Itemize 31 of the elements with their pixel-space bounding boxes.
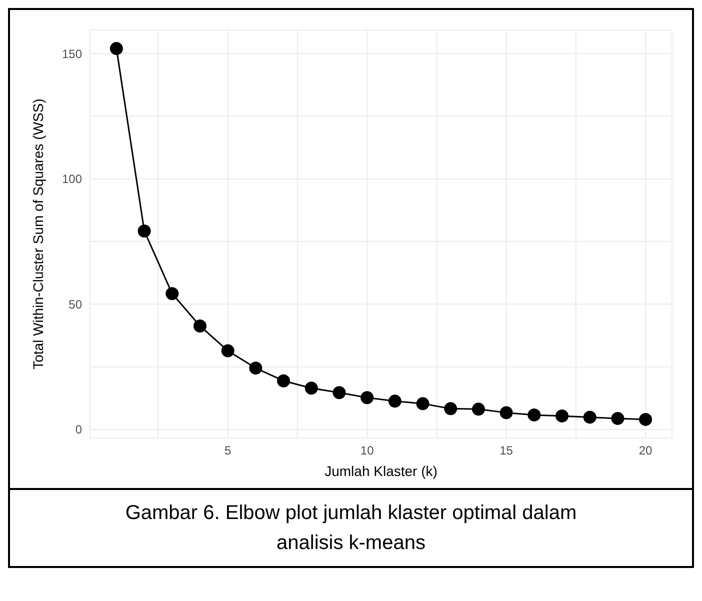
- x-tick-label: 10: [360, 444, 374, 458]
- point: [388, 394, 402, 408]
- y-tick-label: 50: [68, 297, 82, 312]
- point: [528, 408, 541, 422]
- point: [360, 391, 374, 404]
- y-tick-label: 100: [62, 172, 82, 186]
- point: [221, 344, 234, 358]
- point: [304, 382, 318, 395]
- point: [472, 402, 485, 416]
- point: [277, 374, 290, 388]
- point: [166, 287, 179, 300]
- point: [332, 386, 346, 400]
- point: [639, 412, 652, 426]
- x-tick-label: 5: [224, 444, 232, 458]
- point: [249, 362, 262, 375]
- point: [611, 412, 624, 425]
- point: [110, 42, 123, 56]
- x-axis-title: Jumlah Klaster (k): [324, 463, 438, 479]
- y-tick-label: 0: [75, 422, 82, 437]
- y-axis-title: Total Within-Cluster Sum of Squares (WSS): [30, 98, 46, 370]
- point: [138, 224, 151, 238]
- x-tick-label: 20: [638, 444, 653, 458]
- point: [583, 410, 596, 424]
- text: Gambar 6. Elbow plot jumlah klaster optimal dalam analisis k-means: [10, 488, 692, 566]
- point: [193, 319, 206, 332]
- point: [416, 397, 430, 410]
- point: [500, 406, 513, 420]
- y-tick-label: 150: [62, 46, 82, 61]
- point: [444, 402, 458, 416]
- x-tick-label: 15: [500, 444, 514, 458]
- point: [556, 409, 569, 422]
